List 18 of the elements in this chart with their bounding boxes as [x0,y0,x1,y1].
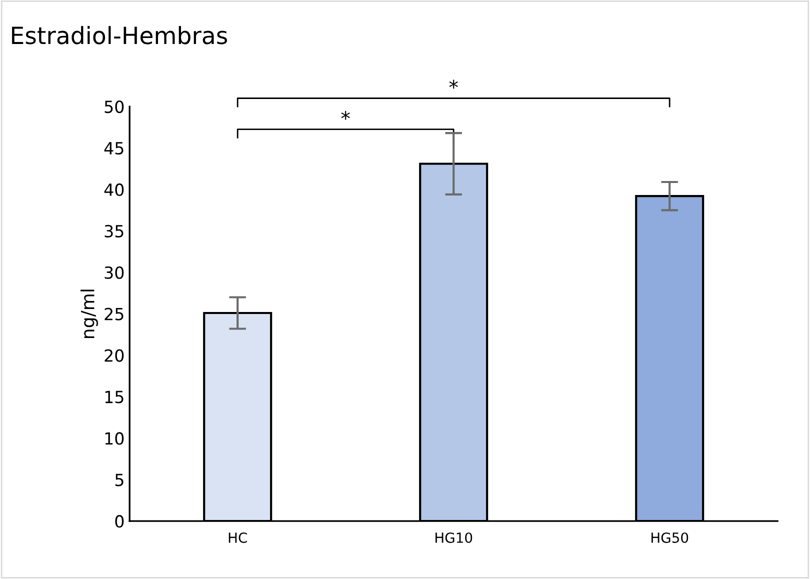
y-tick-label: 10 [105,432,124,445]
y-tick-label: 35 [104,224,124,238]
x-tick-label: HG50 [652,532,688,543]
annotation: * [341,110,350,120]
y-tick-label: 30 [104,266,124,279]
y-axis-title: ng/ml [80,290,98,338]
x-tick-label: HC [228,532,247,543]
y-tick-label: 25 [104,308,124,320]
y-tick-label: 50 [104,100,124,114]
y-tick-label: 45 [104,142,124,155]
y-tick-label: 0 [115,515,124,528]
y-tick-label: 5 [115,474,124,486]
y-tick-label: 20 [104,349,124,362]
x-tick-label: HG10 [436,532,472,543]
chart-title: Estradiol-Hembras [12,26,228,44]
y-tick-label: 40 [104,183,124,196]
y-tick-label: 15 [105,390,124,404]
text: * [449,80,458,89]
